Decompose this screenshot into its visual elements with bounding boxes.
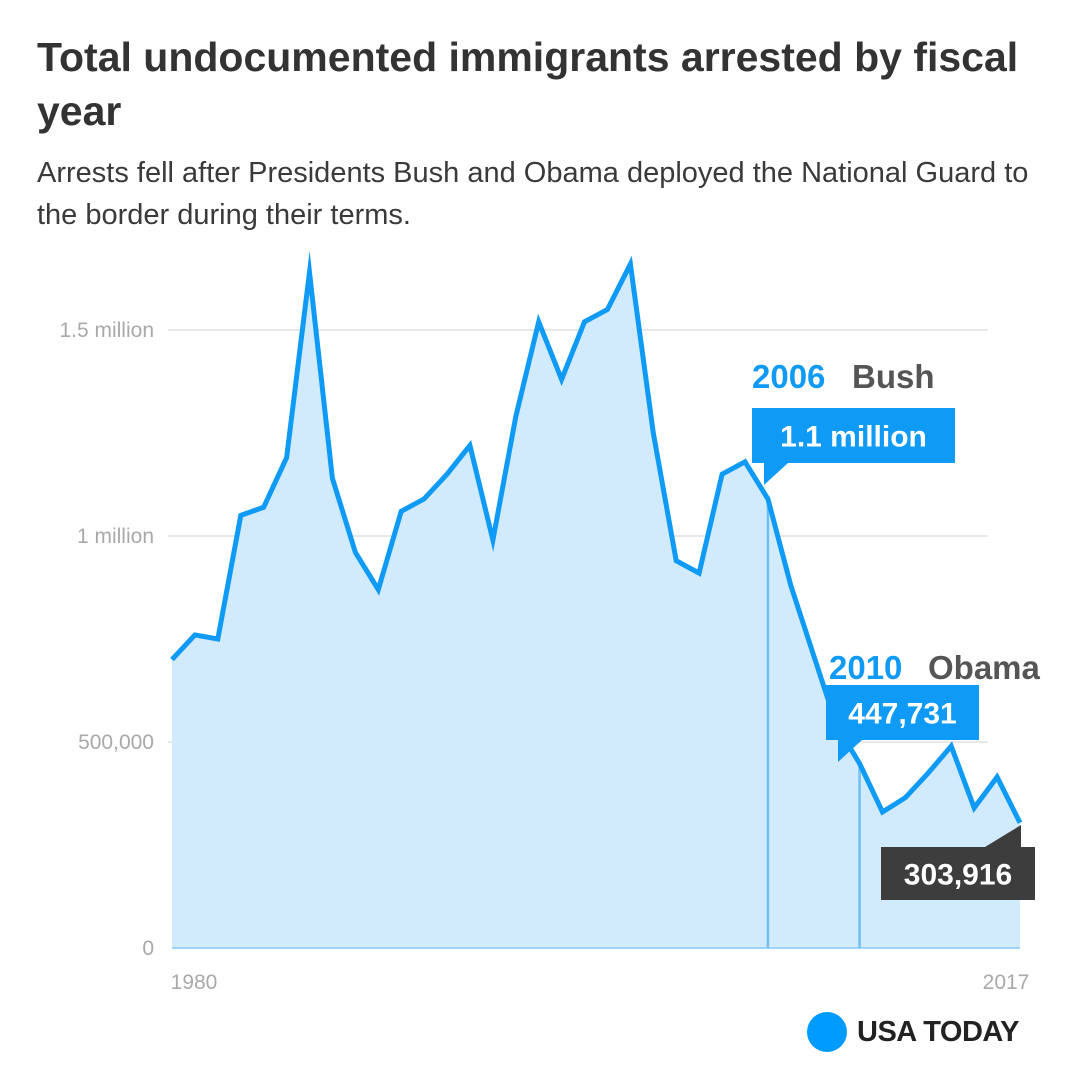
- x-tick-label: 2017: [983, 971, 1030, 994]
- logo-text: USA TODAY: [857, 1016, 1019, 1049]
- y-tick-label: 500,000: [78, 731, 154, 754]
- y-tick-label: 0: [142, 937, 154, 960]
- x-tick-label: 1980: [171, 971, 218, 994]
- y-tick-label: 1 million: [77, 525, 154, 548]
- annotation-president: Bush: [852, 358, 935, 395]
- y-tick-label: 1.5 million: [59, 319, 154, 342]
- annotation-value: 303,916: [904, 859, 1012, 892]
- arrests-area-chart: 0 500,000 1 million 1.5 million 1980 2017 20…: [0, 0, 1080, 1000]
- annotation-president: Obama: [928, 649, 1041, 686]
- usa-today-logo: USA TODAY: [807, 1011, 1019, 1053]
- annotation-value: 447,731: [848, 698, 956, 731]
- annotation-pointer: [764, 463, 788, 485]
- annotation-year: 2010: [829, 649, 902, 686]
- x-axis-ticks: 1980 2017: [171, 971, 1030, 994]
- logo-dot-icon: [807, 1012, 847, 1052]
- annotation-value: 1.1 million: [780, 421, 927, 454]
- y-axis-ticks: 0 500,000 1 million 1.5 million: [59, 319, 154, 960]
- annotation-year: 2006: [752, 358, 825, 395]
